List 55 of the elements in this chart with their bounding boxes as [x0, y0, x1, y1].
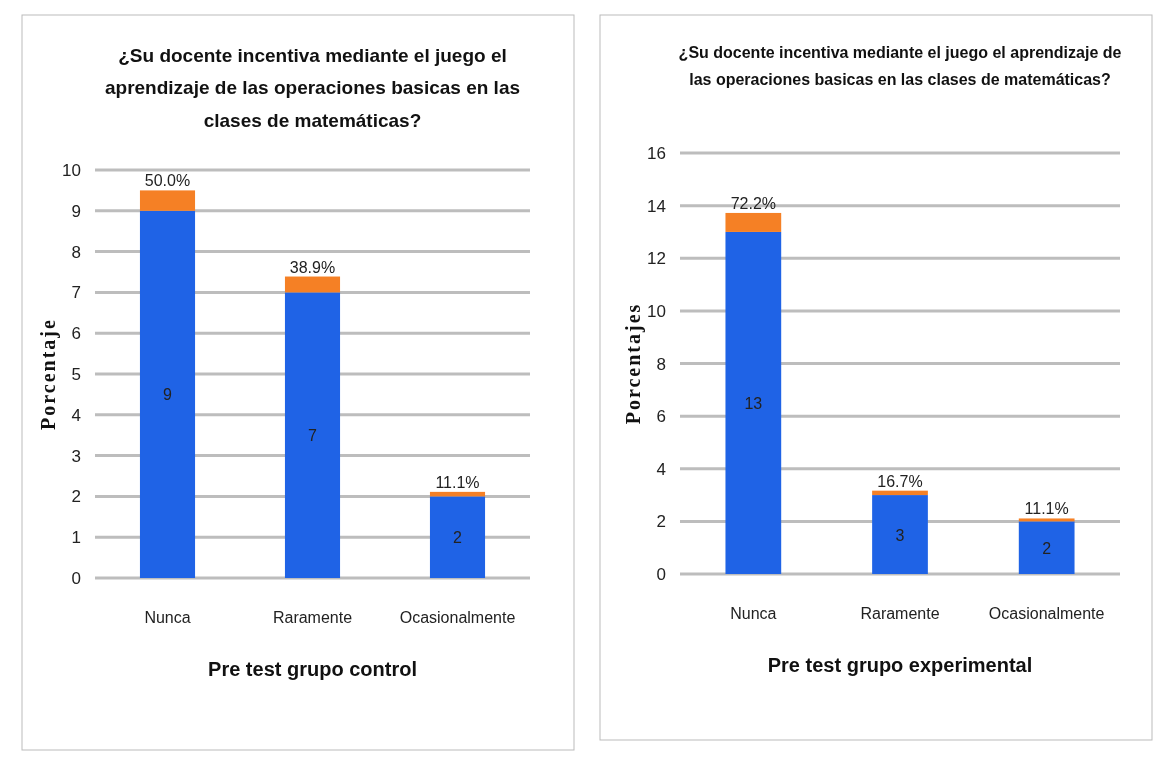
bar	[872, 490, 928, 496]
bar	[872, 495, 928, 574]
data-label: 2	[453, 529, 463, 547]
y-tick-label: 8	[656, 354, 666, 374]
x-tick-label: Ocasionalmente	[988, 605, 1105, 622]
y-tick-label: 6	[656, 407, 666, 427]
y-tick-label: 0	[71, 569, 81, 588]
data-label: 72.2%	[730, 194, 777, 212]
x-axis-title: Pre test grupo experimental	[767, 654, 1033, 676]
y-tick-label: 0	[656, 565, 666, 584]
data-label: 50.0%	[144, 172, 191, 190]
bar	[725, 231, 782, 574]
x-tick-label: Nunca	[730, 605, 777, 622]
y-tick-label: 2	[656, 512, 666, 532]
x-tick-label: Raramente	[272, 609, 353, 626]
y-tick-label: 10	[647, 301, 666, 321]
y-tick-label: 1	[71, 528, 81, 548]
data-label: 16.7%	[877, 472, 923, 490]
bar	[139, 190, 196, 211]
data-label: 3	[895, 526, 905, 544]
data-label: 2	[1042, 539, 1052, 557]
x-axis-title: Pre test grupo control	[208, 658, 417, 680]
y-tick-label: 14	[647, 196, 666, 216]
y-tick-label: 7	[71, 283, 81, 303]
bar	[725, 212, 782, 232]
bar	[139, 210, 196, 578]
bar	[429, 496, 486, 578]
x-tick-label: Raramente	[860, 605, 940, 622]
y-axis-title: Porcentajes	[622, 302, 645, 425]
y-tick-label: 6	[71, 324, 81, 344]
data-label: 13	[744, 394, 763, 412]
y-tick-label: 16	[647, 144, 666, 163]
y-tick-label: 9	[71, 201, 81, 221]
data-label: 11.1%	[1024, 500, 1069, 518]
bar	[1018, 521, 1075, 574]
chart-title: ¿Su docente incentiva mediante el juego el aprendizaje de las operaciones basicas en las clases de matemáticas?	[104, 45, 521, 131]
y-tick-label: 4	[656, 459, 666, 479]
x-tick-label: Ocasionalmente	[399, 609, 516, 626]
y-tick-label: 2	[71, 487, 81, 507]
data-label: 7	[308, 427, 318, 445]
y-tick-label: 10	[62, 161, 81, 180]
y-tick-label: 8	[71, 242, 81, 262]
bar	[284, 292, 341, 578]
chart-title: ¿Su docente incentiva mediante el juego el aprendizaje de las operaciones basicas en las clases de matemáticas?	[678, 44, 1122, 89]
y-tick-label: 12	[647, 249, 666, 269]
y-tick-label: 3	[71, 446, 81, 466]
bar	[1018, 518, 1075, 522]
data-label: 11.1%	[435, 473, 480, 491]
y-tick-label: 4	[71, 405, 81, 425]
bar	[284, 276, 341, 293]
y-tick-label: 5	[71, 365, 81, 384]
data-label: 9	[163, 386, 173, 404]
x-tick-label: Nunca	[144, 609, 191, 626]
y-axis-title: Porcentaje	[37, 318, 60, 430]
data-label: 38.9%	[289, 258, 336, 276]
